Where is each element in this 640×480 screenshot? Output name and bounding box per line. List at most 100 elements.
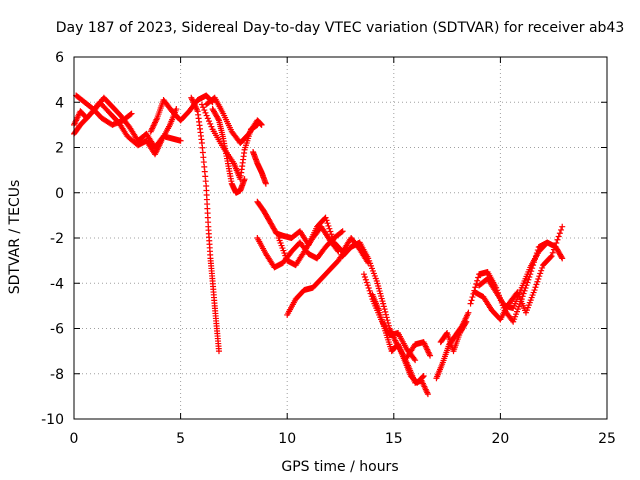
data-point bbox=[411, 355, 418, 362]
x-axis-label: GPS time / hours bbox=[281, 459, 398, 475]
y-tick-label: 4 bbox=[55, 95, 64, 111]
data-point bbox=[533, 281, 540, 288]
data-point bbox=[520, 290, 527, 297]
data-point bbox=[325, 222, 332, 229]
data-point bbox=[549, 249, 556, 256]
data-point bbox=[128, 110, 135, 117]
series-arc-11 bbox=[254, 228, 346, 271]
data-point bbox=[335, 248, 342, 255]
series-arc-22 bbox=[476, 239, 551, 312]
series-arc-13 bbox=[284, 244, 350, 318]
series-arc-3 bbox=[73, 92, 135, 128]
y-tick-label: -6 bbox=[50, 322, 64, 338]
data-point bbox=[463, 318, 470, 325]
data-point bbox=[553, 240, 560, 247]
data-point bbox=[558, 226, 565, 233]
data-point bbox=[559, 223, 566, 230]
data-point bbox=[363, 279, 370, 286]
data-point bbox=[262, 180, 269, 187]
data-point bbox=[382, 311, 389, 318]
data-point bbox=[365, 285, 372, 292]
data-point bbox=[547, 254, 554, 261]
series-arc-12 bbox=[275, 223, 342, 269]
data-point bbox=[204, 115, 211, 122]
data-point bbox=[215, 348, 222, 355]
y-tick-label: 2 bbox=[55, 141, 64, 157]
data-point bbox=[254, 121, 261, 128]
x-tick-label: 20 bbox=[491, 431, 509, 447]
data-point bbox=[554, 236, 561, 243]
data-point bbox=[360, 271, 367, 278]
data-point bbox=[465, 309, 472, 316]
data-point bbox=[469, 294, 476, 301]
axis-ticks bbox=[73, 56, 608, 420]
data-point bbox=[327, 228, 334, 235]
x-tick-label: 15 bbox=[385, 431, 403, 447]
y-tick-label: -8 bbox=[50, 367, 64, 383]
data-point bbox=[215, 116, 222, 123]
data-point bbox=[198, 101, 205, 108]
data-point bbox=[173, 106, 180, 113]
data-point bbox=[381, 306, 388, 313]
data-point bbox=[427, 352, 434, 359]
data-point bbox=[127, 111, 134, 118]
series-arc-16 bbox=[369, 291, 427, 386]
data-point bbox=[543, 240, 550, 247]
data-point bbox=[474, 277, 481, 284]
data-point bbox=[328, 231, 335, 238]
series-arc-5 bbox=[188, 94, 222, 355]
y-tick-label: -4 bbox=[50, 276, 64, 292]
data-point bbox=[475, 274, 482, 281]
x-tick-labels: 0 5 10 15 20 25 bbox=[70, 431, 616, 447]
data-point bbox=[208, 123, 215, 130]
series-arc-19 bbox=[437, 318, 470, 355]
series-arc-8 bbox=[198, 101, 261, 183]
data-point bbox=[380, 300, 387, 307]
x-tick-label: 0 bbox=[70, 431, 79, 447]
series-arc-2 bbox=[71, 99, 180, 158]
data-point bbox=[419, 373, 426, 380]
data-point bbox=[203, 112, 210, 119]
data-point bbox=[420, 373, 427, 380]
y-axis-label: SDTVAR / TECUs bbox=[7, 180, 23, 295]
data-point bbox=[202, 109, 209, 116]
data-point bbox=[383, 314, 390, 321]
data-point bbox=[412, 357, 419, 364]
data-point bbox=[535, 275, 542, 282]
data-point bbox=[380, 303, 387, 310]
data-point bbox=[201, 107, 208, 114]
data-point bbox=[472, 284, 479, 291]
data-point bbox=[556, 230, 563, 237]
y-tick-labels: -10 -8 -6 -4 -2 0 2 4 6 bbox=[41, 50, 64, 428]
y-tick-label: -2 bbox=[50, 231, 64, 247]
y-tick-label: 6 bbox=[55, 50, 64, 66]
data-point bbox=[206, 118, 213, 125]
data-point bbox=[334, 247, 341, 254]
data-point bbox=[382, 308, 389, 315]
x-tick-label: 25 bbox=[598, 431, 616, 447]
data-point bbox=[207, 120, 214, 127]
data-point bbox=[534, 278, 541, 285]
series-arc-17 bbox=[403, 339, 434, 361]
data-point bbox=[323, 217, 330, 224]
data-point bbox=[538, 267, 545, 274]
series-arc-21 bbox=[471, 223, 566, 323]
data-point bbox=[385, 319, 392, 326]
series-arc-4 bbox=[147, 92, 216, 135]
data-point bbox=[559, 255, 566, 262]
data-point bbox=[339, 228, 346, 235]
data-point bbox=[424, 391, 431, 398]
data-point bbox=[384, 317, 391, 324]
data-point bbox=[555, 233, 562, 240]
x-tick-label: 10 bbox=[278, 431, 296, 447]
series-arc-9 bbox=[250, 149, 269, 187]
data-point bbox=[548, 253, 555, 260]
data-point bbox=[200, 104, 207, 111]
data-point bbox=[361, 273, 368, 280]
data-point bbox=[467, 300, 474, 307]
data-point bbox=[558, 254, 565, 261]
data-point bbox=[366, 287, 373, 294]
data-point bbox=[468, 297, 475, 304]
